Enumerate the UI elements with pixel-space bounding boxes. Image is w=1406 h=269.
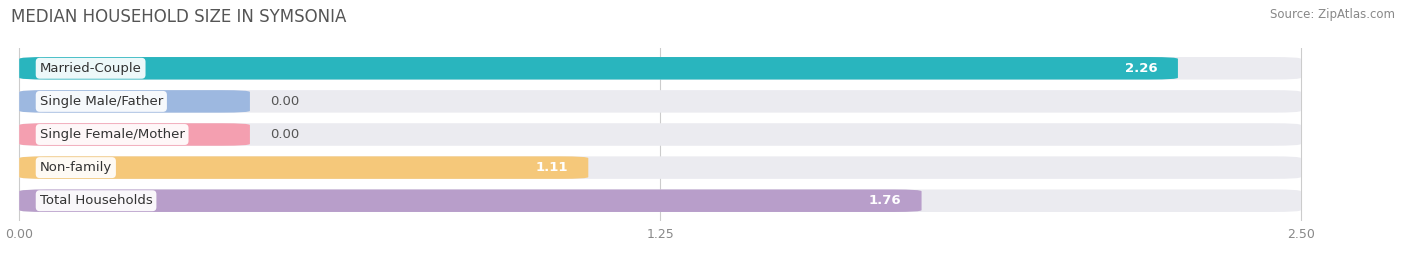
Text: Single Male/Father: Single Male/Father xyxy=(39,95,163,108)
Text: 0.00: 0.00 xyxy=(270,95,299,108)
FancyBboxPatch shape xyxy=(20,156,588,179)
FancyBboxPatch shape xyxy=(20,189,921,212)
FancyBboxPatch shape xyxy=(20,156,1301,179)
Text: 1.76: 1.76 xyxy=(869,194,901,207)
Text: Single Female/Mother: Single Female/Mother xyxy=(39,128,184,141)
Text: 1.11: 1.11 xyxy=(536,161,568,174)
FancyBboxPatch shape xyxy=(20,57,1178,80)
FancyBboxPatch shape xyxy=(20,189,1301,212)
Text: Source: ZipAtlas.com: Source: ZipAtlas.com xyxy=(1270,8,1395,21)
FancyBboxPatch shape xyxy=(20,123,1301,146)
FancyBboxPatch shape xyxy=(20,90,1301,113)
Text: Total Households: Total Households xyxy=(39,194,152,207)
Text: Non-family: Non-family xyxy=(39,161,112,174)
FancyBboxPatch shape xyxy=(20,90,250,113)
Text: 0.00: 0.00 xyxy=(270,128,299,141)
Text: 2.26: 2.26 xyxy=(1125,62,1157,75)
FancyBboxPatch shape xyxy=(20,123,250,146)
FancyBboxPatch shape xyxy=(20,57,1301,80)
Text: Married-Couple: Married-Couple xyxy=(39,62,142,75)
Text: MEDIAN HOUSEHOLD SIZE IN SYMSONIA: MEDIAN HOUSEHOLD SIZE IN SYMSONIA xyxy=(11,8,347,26)
